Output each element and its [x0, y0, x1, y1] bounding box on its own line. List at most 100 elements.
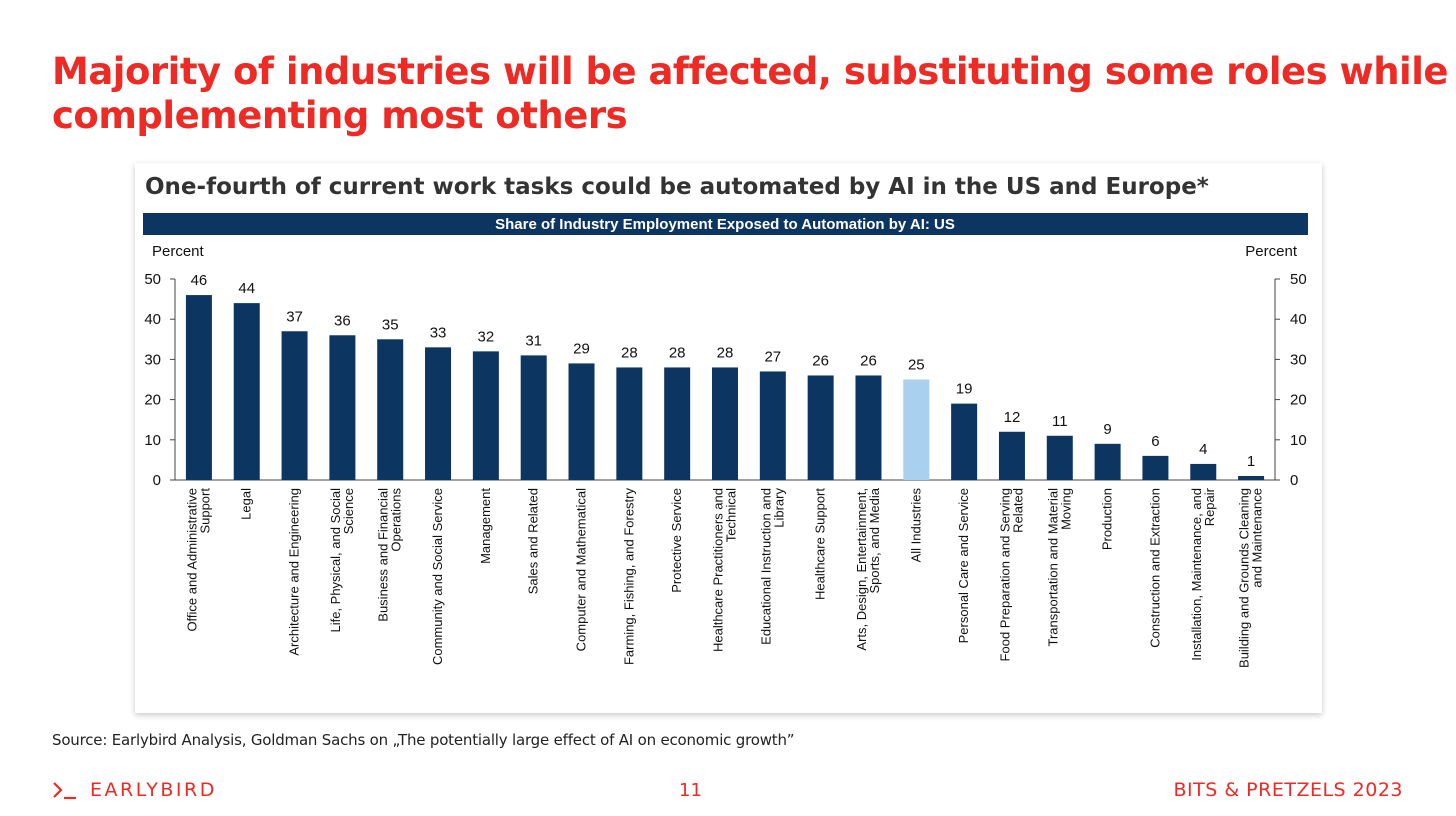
category-label: Support [197, 488, 212, 534]
category-label: Library [771, 488, 786, 528]
brand-name: EARLYBIRD [90, 779, 217, 801]
category-label: Personal Care and Service [956, 488, 971, 643]
value-label: 1 [1247, 453, 1255, 470]
value-label: 9 [1103, 421, 1111, 438]
bar [233, 303, 260, 480]
value-label: 29 [573, 340, 590, 357]
bar [807, 375, 834, 480]
bar [998, 431, 1025, 480]
category-label: Legal [239, 488, 254, 520]
bar [329, 335, 356, 480]
page-number: 11 [679, 780, 702, 801]
y-tick-label-left: 20 [144, 392, 161, 409]
bar [377, 339, 404, 480]
y-tick-label-right: 50 [1290, 271, 1307, 288]
category-label: Farming, Fishing, and Forestry [621, 488, 636, 666]
value-label: 28 [717, 344, 734, 361]
event-name: BITS & PRETZELS 2023 [1173, 779, 1403, 801]
category-label: Healthcare Practitioners and [711, 488, 726, 652]
y-tick-label-right: 20 [1290, 392, 1307, 409]
category-label: Food Preparation and Serving [997, 488, 1012, 661]
category-label: Computer and Mathematical [574, 488, 589, 651]
y-tick-label-left: 40 [144, 311, 161, 328]
value-label: 44 [238, 280, 255, 297]
category-label: Moving [1058, 488, 1073, 530]
y-tick-label-right: 10 [1290, 432, 1307, 449]
bar [520, 355, 547, 480]
value-label: 46 [191, 272, 208, 289]
value-label: 33 [430, 324, 447, 341]
value-label: 31 [525, 332, 542, 349]
value-label: 11 [1052, 413, 1068, 430]
bar [425, 347, 452, 480]
y-axis-label-right: Percent [1245, 243, 1298, 260]
value-label: 28 [621, 344, 638, 361]
value-label: 12 [1004, 409, 1021, 426]
bar [712, 367, 738, 480]
bar [1094, 443, 1121, 480]
category-label: Management [478, 488, 493, 564]
bar [568, 363, 595, 480]
value-label: 26 [812, 352, 829, 369]
value-label: 4 [1199, 441, 1207, 458]
slide-title-line-2: complementing most others [52, 94, 628, 137]
value-label: 35 [382, 316, 399, 333]
bar [903, 379, 930, 480]
bar [185, 295, 212, 480]
category-label: All Industries [908, 488, 923, 563]
slide-title-line-1: Majority of industries will be affected,… [52, 50, 1449, 93]
value-label: 28 [669, 344, 686, 361]
bar [1142, 455, 1169, 480]
value-label: 19 [956, 381, 973, 398]
value-label: 36 [334, 312, 351, 329]
category-label: Educational Instruction and [758, 488, 773, 645]
chart-subtitle-band [143, 213, 1308, 235]
y-tick-label-right: 0 [1290, 472, 1298, 489]
category-label: Office and Administrative [184, 488, 199, 632]
category-label: and Maintenance [1250, 488, 1265, 588]
value-label: 32 [478, 328, 495, 345]
value-labels: 46 44 37 36 35 33 32 31 29 28 28 28 27 26 26 25 19 12 11 9 6… [191, 272, 1256, 470]
bar-chart: One-fourth of current work tasks could b… [143, 174, 1308, 668]
value-label: 37 [286, 308, 303, 325]
category-label: Construction and Extraction [1147, 488, 1162, 648]
source-note: Source: Earlybird Analysis, Goldman Sach… [52, 731, 795, 749]
y-tick-label-right: 30 [1290, 351, 1307, 368]
y-tick-label-right: 40 [1290, 311, 1307, 328]
category-label: Repair [1202, 487, 1217, 526]
category-label: Related [1010, 488, 1025, 533]
category-label: Sales and Related [526, 488, 541, 594]
bars [185, 295, 1265, 480]
footer-brand: EARLYBIRD [52, 779, 217, 801]
bar [1046, 435, 1073, 480]
chart-title: One-fourth of current work tasks could b… [145, 174, 1209, 200]
bar [759, 371, 786, 480]
category-label: Protective Service [669, 488, 684, 593]
category-label: Healthcare Support [813, 488, 828, 600]
value-label: 25 [908, 357, 925, 374]
category-label: Architecture and Engineering [287, 488, 302, 656]
slide-title: Majority of industries will be affected,… [52, 50, 1449, 138]
bar [1238, 475, 1265, 480]
category-label: Sports, and Media [867, 487, 882, 593]
chart-card: One-fourth of current work tasks could b… [135, 163, 1322, 713]
chart-subtitle: Share of Industry Employment Exposed to … [495, 216, 955, 233]
category-label: Arts, Design, Entertainment, [854, 488, 869, 651]
bar [281, 331, 308, 480]
category-label: Production [1100, 488, 1115, 550]
bar [664, 367, 691, 480]
category-label: Transportation and Material [1045, 488, 1060, 647]
y-tick-label-left: 50 [144, 271, 161, 288]
y-tick-label-left: 0 [153, 472, 161, 489]
y-axis-label-left: Percent [152, 243, 205, 260]
value-label: 6 [1151, 433, 1159, 450]
bar [472, 351, 499, 480]
category-label: Life, Physical, and Social [328, 488, 343, 633]
category-label: Building and Grounds Cleaning [1237, 488, 1252, 668]
category-label: Science [341, 488, 356, 534]
bar [616, 367, 643, 480]
category-label: Business and Financial [376, 488, 391, 622]
bar [855, 375, 882, 480]
prompt-chevron-icon [53, 782, 76, 800]
